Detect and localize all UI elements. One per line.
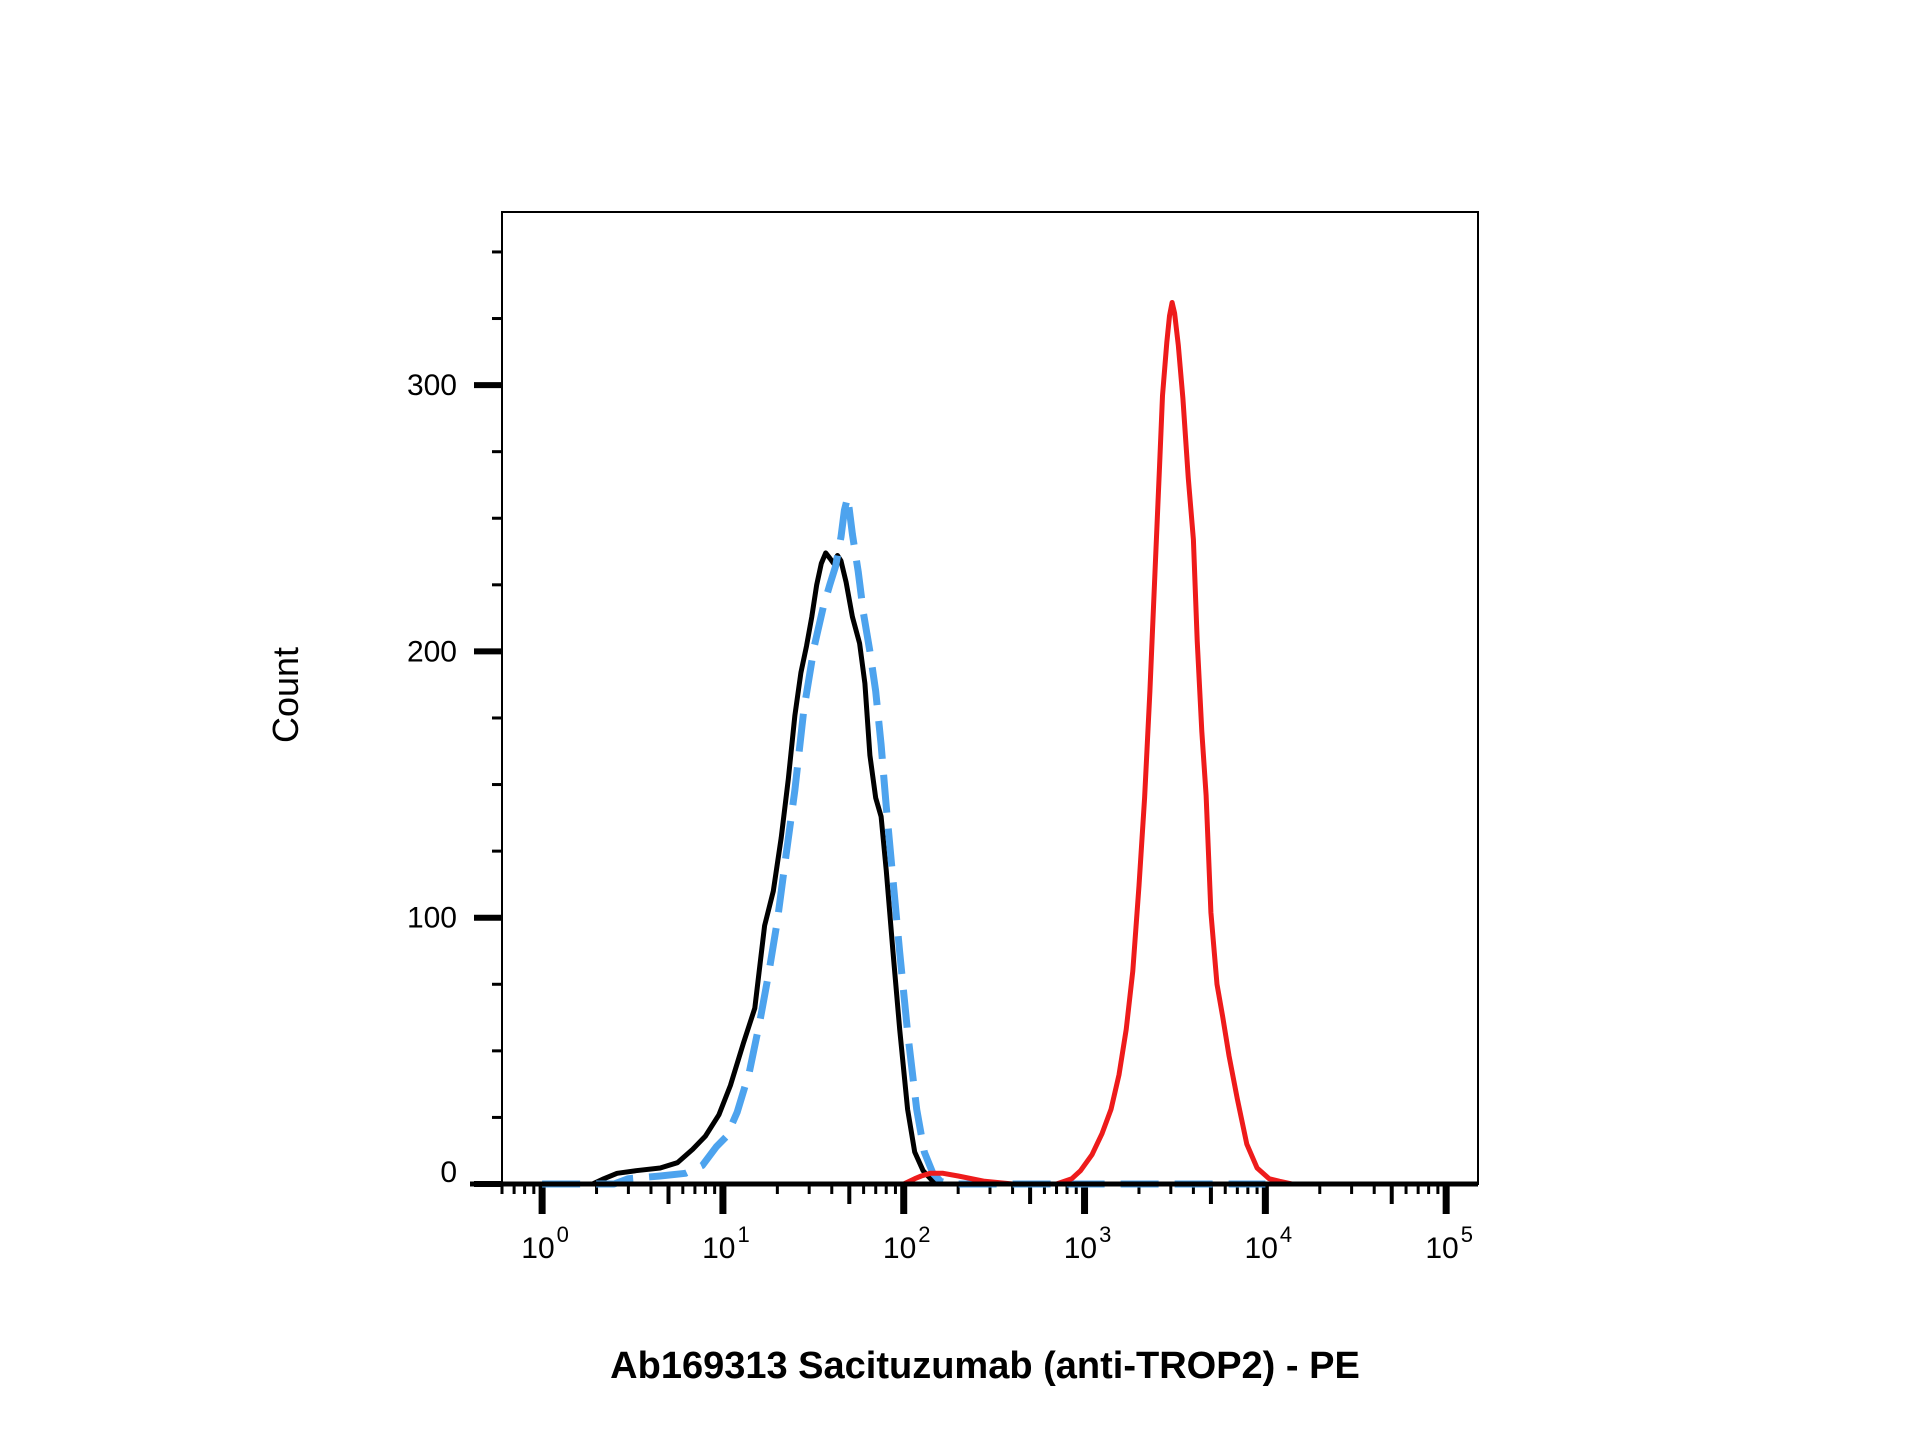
- x-ticks: [500, 1184, 1450, 1214]
- x-tick-label-base: 10: [521, 1232, 554, 1265]
- x-tick-label-base: 10: [883, 1232, 916, 1265]
- x-tick-label-exponent: 1: [737, 1222, 749, 1247]
- x-tick-label-base: 10: [702, 1232, 735, 1265]
- x-tick-label: 104: [1245, 1222, 1293, 1265]
- y-axis-title: Count: [265, 647, 306, 743]
- x-tick-label: 102: [883, 1222, 931, 1265]
- x-tick-label-base: 10: [1425, 1232, 1458, 1265]
- x-tick-label-exponent: 0: [557, 1222, 569, 1247]
- series-line: [542, 300, 1478, 1187]
- y-tick-labels: 0 100 200 300: [407, 369, 457, 1189]
- x-tick-label-exponent: 2: [918, 1222, 930, 1247]
- x-tick-label-exponent: 4: [1280, 1222, 1292, 1247]
- x-tick-label-exponent: 5: [1461, 1222, 1473, 1247]
- x-tick-labels: 100 101 102 103 104 105: [521, 1222, 1473, 1265]
- x-tick-label-exponent: 3: [1099, 1222, 1111, 1247]
- y-tick-label: 300: [407, 369, 457, 402]
- plot-frame: [501, 211, 1479, 1185]
- y-tick-label: 100: [407, 902, 457, 935]
- x-tick-label: 105: [1425, 1222, 1473, 1265]
- x-tick-label-base: 10: [1064, 1232, 1097, 1265]
- y-minor-ticks: [492, 250, 502, 1119]
- series-layer: [542, 300, 1478, 1188]
- y-tick-label: 0: [440, 1156, 457, 1189]
- x-tick-label: 101: [702, 1222, 750, 1265]
- series-line: [542, 550, 1266, 1187]
- y-tick-label: 200: [407, 635, 457, 668]
- x-tick-label: 103: [1064, 1222, 1112, 1265]
- x-axis-title: Ab169313 Sacituzumab (anti-TROP2) - PE: [610, 1345, 1360, 1387]
- dashed-series-line: [542, 493, 1266, 1188]
- x-tick-label: 100: [521, 1222, 569, 1265]
- x-tick-label-base: 10: [1245, 1232, 1278, 1265]
